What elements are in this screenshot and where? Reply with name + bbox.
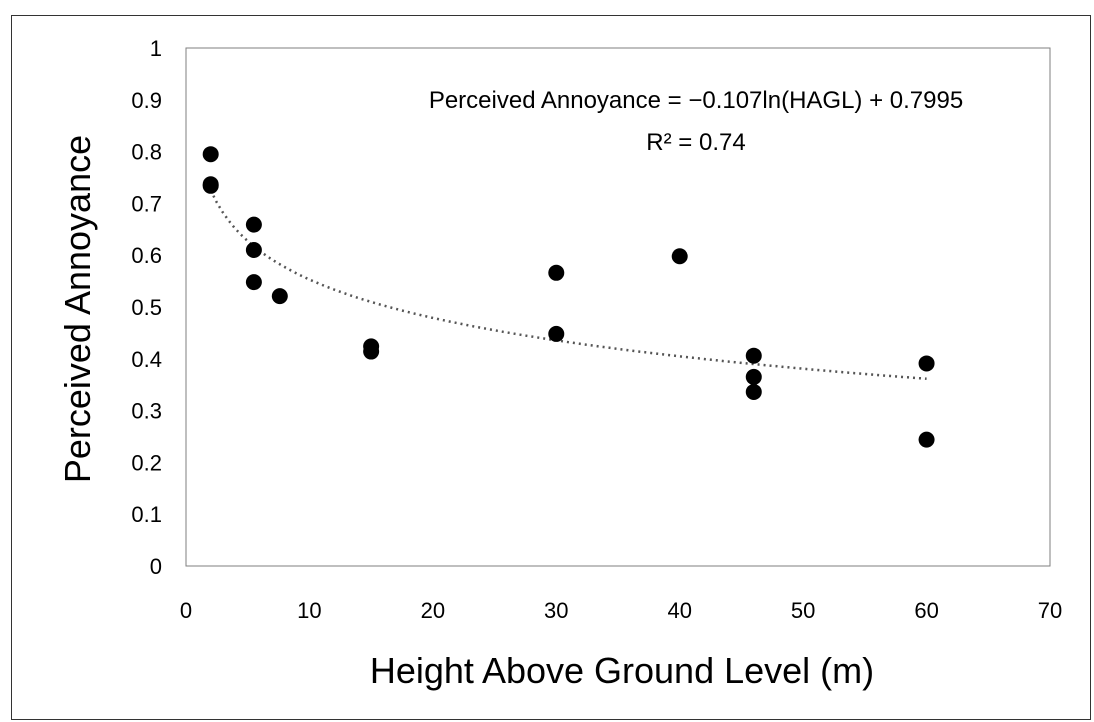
y-tick-label: 0.1 <box>131 502 162 527</box>
data-point <box>548 264 565 281</box>
data-point <box>202 177 219 194</box>
data-points <box>202 146 935 448</box>
data-point <box>202 146 219 163</box>
data-point <box>245 216 262 233</box>
y-tick-label: 0.7 <box>131 191 162 216</box>
x-tick-label: 70 <box>1038 598 1062 623</box>
y-axis-ticks: 0 0.1 0.2 0.3 0.4 0.5 0.6 0.7 0.8 0.9 1 <box>131 36 162 579</box>
y-tick-label: 0.6 <box>131 243 162 268</box>
y-tick-label: 0.2 <box>131 450 162 475</box>
data-point <box>745 368 762 385</box>
x-tick-label: 10 <box>297 598 321 623</box>
x-axis-title: Height Above Ground Level (m) <box>370 650 874 691</box>
y-tick-label: 0.8 <box>131 140 162 165</box>
data-point <box>745 383 762 400</box>
x-tick-label: 40 <box>667 598 691 623</box>
data-point <box>245 274 262 291</box>
trendline <box>209 189 927 381</box>
y-tick-label: 0.4 <box>131 347 162 372</box>
x-tick-label: 60 <box>914 598 938 623</box>
x-tick-label: 50 <box>791 598 815 623</box>
y-tick-label: 0 <box>150 554 162 579</box>
chart-frame <box>11 15 1091 720</box>
trendline-r-squared: R² = 0.74 <box>646 129 745 156</box>
x-tick-label: 30 <box>544 598 568 623</box>
y-axis-title: Perceived Annoyance <box>57 135 98 483</box>
data-point <box>548 325 565 342</box>
data-point <box>363 343 380 360</box>
data-point <box>745 347 762 364</box>
trendline-equation: Perceived Annoyance = −0.107ln(HAGL) + 0… <box>429 87 963 114</box>
data-point <box>918 355 935 372</box>
y-tick-label: 1 <box>150 36 162 61</box>
y-tick-label: 0.5 <box>131 295 162 320</box>
plot-area <box>185 47 1051 567</box>
x-tick-label: 20 <box>421 598 445 623</box>
y-tick-label: 0.3 <box>131 399 162 424</box>
x-axis-ticks: 0 10 20 30 40 50 60 70 <box>180 598 1062 623</box>
data-point <box>245 242 262 259</box>
data-point <box>271 288 288 305</box>
x-tick-label: 0 <box>180 598 192 623</box>
data-point <box>671 248 688 265</box>
y-tick-label: 0.9 <box>131 88 162 113</box>
data-point <box>918 431 935 448</box>
